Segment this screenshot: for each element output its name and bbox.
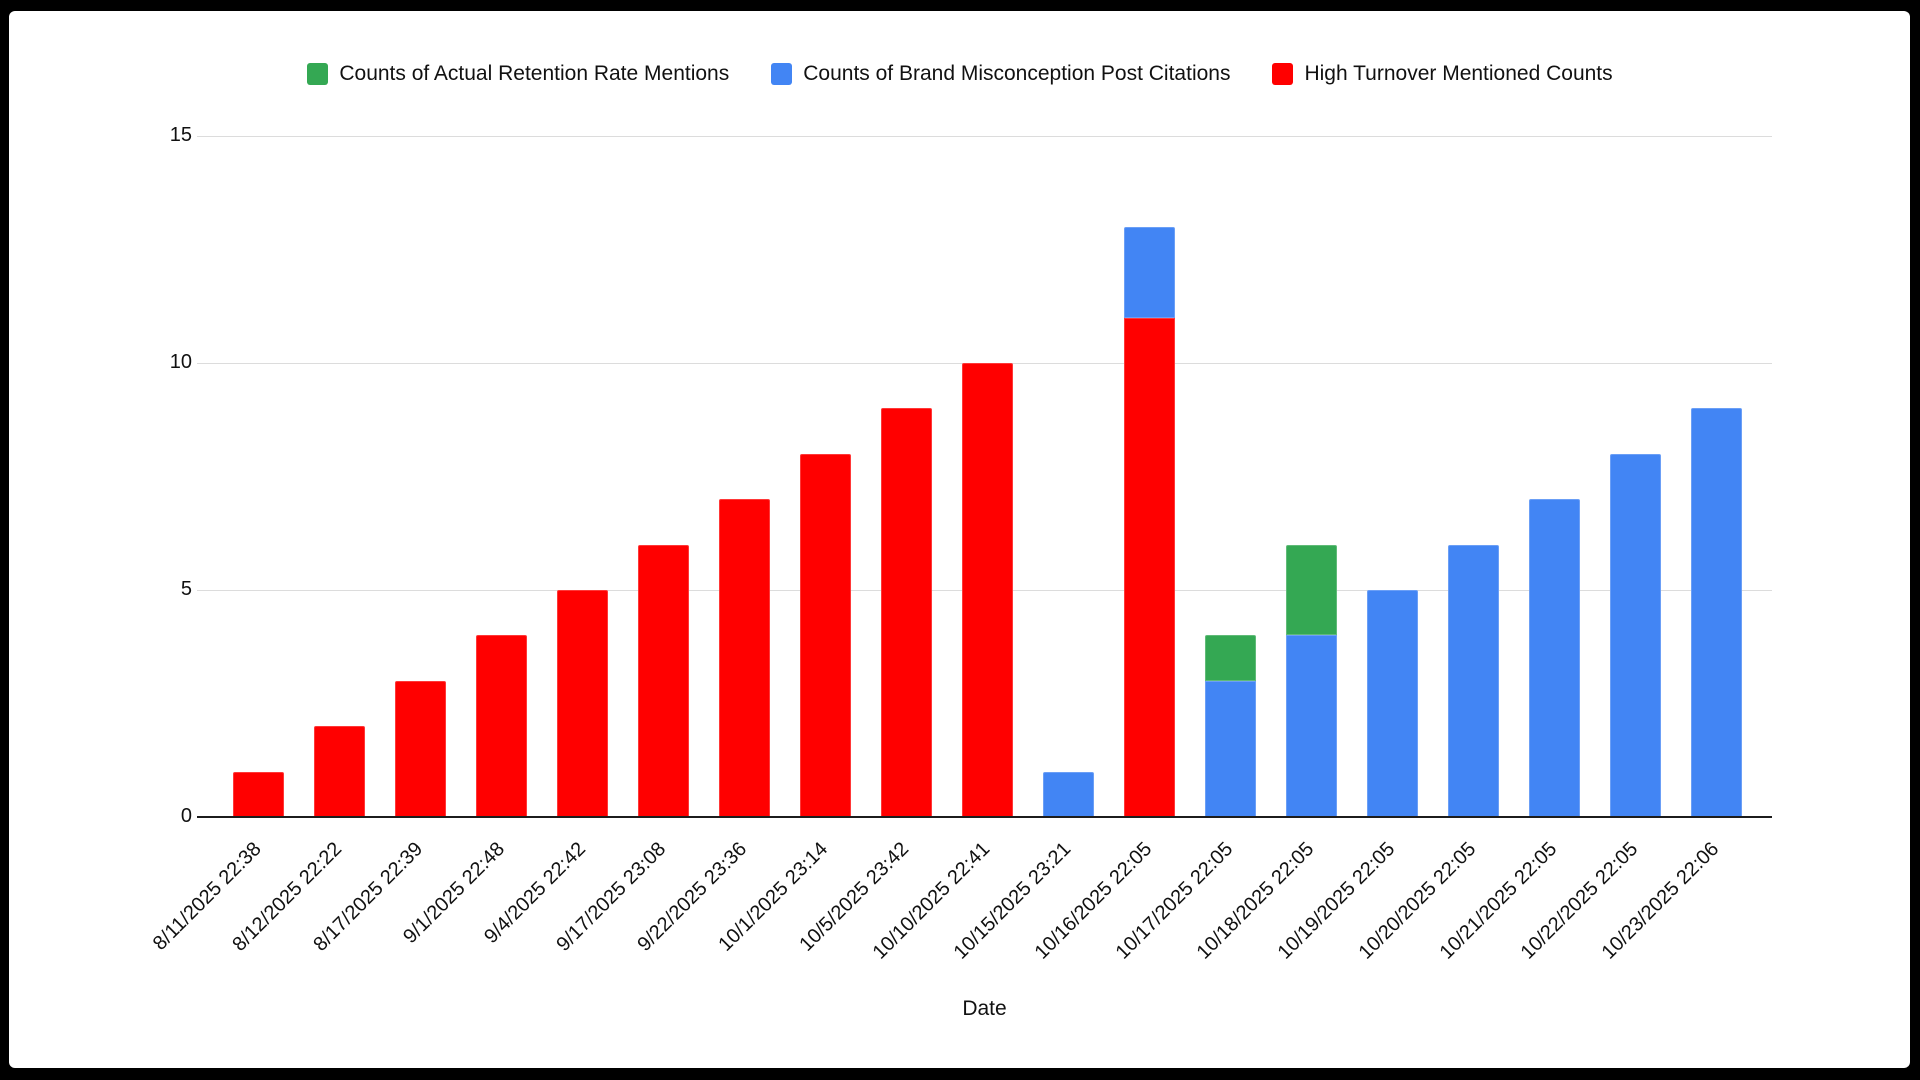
bar-segment[interactable] [1285, 544, 1337, 636]
bar-segment[interactable] [556, 590, 608, 817]
bar-segment[interactable] [1366, 590, 1418, 817]
legend-label: High Turnover Mentioned Counts [1304, 62, 1613, 85]
y-tick-label: 10 [169, 351, 192, 373]
legend-item[interactable]: High Turnover Mentioned Counts [1272, 62, 1613, 86]
bar-segment[interactable] [232, 771, 284, 817]
bar-segment[interactable] [394, 680, 446, 817]
bar-segment[interactable] [1204, 680, 1256, 817]
bar-segment[interactable] [637, 544, 689, 817]
bar-segment[interactable] [1528, 499, 1580, 817]
bar-segment[interactable] [718, 499, 770, 817]
bar-segment[interactable] [1042, 771, 1094, 817]
chart-canvas [9, 11, 1910, 1068]
bar-segment[interactable] [1123, 226, 1175, 318]
bar-segment[interactable] [799, 453, 851, 817]
y-tick-label: 15 [169, 124, 192, 146]
legend-swatch-icon [1272, 63, 1294, 85]
chart-legend: Counts of Actual Retention Rate Mentions… [0, 62, 1920, 86]
bar-segment[interactable] [313, 726, 365, 817]
x-axis-line [197, 816, 1772, 818]
bar-segment[interactable] [1285, 635, 1337, 817]
y-tick-label: 0 [180, 805, 192, 827]
legend-swatch-icon [307, 63, 329, 85]
legend-label: Counts of Actual Retention Rate Mentions [339, 62, 730, 85]
bar-segment[interactable] [475, 635, 527, 817]
x-axis-title: Date [962, 997, 1007, 1020]
bar-segment[interactable] [961, 363, 1013, 817]
legend-label: Counts of Brand Misconception Post Citat… [803, 62, 1231, 85]
legend-swatch-icon [771, 63, 793, 85]
bar-segment[interactable] [1690, 408, 1742, 817]
bar-segment[interactable] [1609, 453, 1661, 817]
legend-item[interactable]: Counts of Brand Misconception Post Citat… [771, 62, 1230, 86]
bar-segment[interactable] [1123, 317, 1175, 817]
legend-item[interactable]: Counts of Actual Retention Rate Mentions [307, 62, 729, 86]
y-tick-label: 5 [180, 578, 192, 600]
bar-segment[interactable] [1204, 635, 1256, 681]
gridline [197, 136, 1772, 137]
bar-segment[interactable] [1447, 544, 1499, 817]
bar-segment[interactable] [880, 408, 932, 817]
